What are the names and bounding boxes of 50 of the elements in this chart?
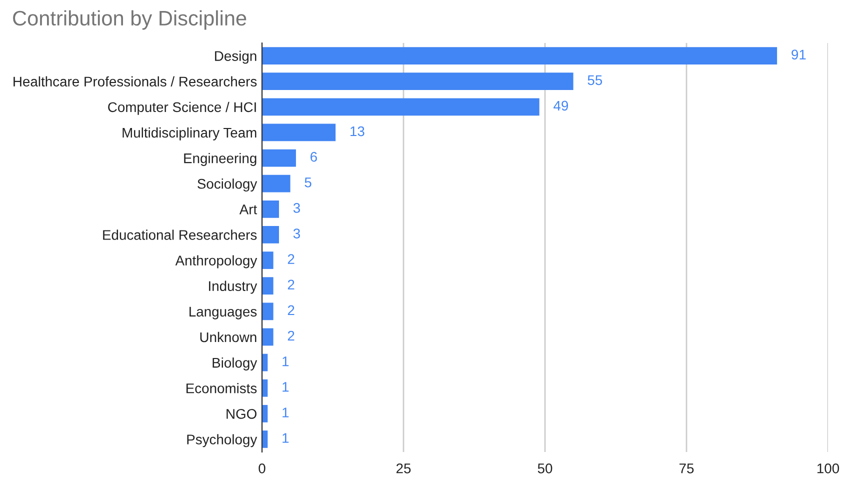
bar bbox=[262, 72, 574, 90]
bar bbox=[262, 252, 274, 269]
data-label: 49 bbox=[554, 100, 568, 111]
y-tick-label: Languages bbox=[190, 306, 257, 320]
bar bbox=[262, 47, 778, 64]
data-label: 2 bbox=[288, 330, 294, 341]
y-tick-label: Engineering bbox=[184, 153, 256, 166]
data-label: 5 bbox=[304, 178, 312, 188]
data-label: 6 bbox=[310, 152, 317, 162]
bar bbox=[262, 200, 279, 218]
y-tick-label: Design bbox=[215, 50, 256, 64]
y-tick-label: Multidisciplinary Team bbox=[122, 127, 256, 140]
data-label: 1 bbox=[282, 408, 289, 418]
bar bbox=[262, 328, 274, 346]
y-tick-label: Sociology bbox=[198, 178, 258, 192]
data-label: 91 bbox=[792, 50, 806, 60]
data-label: 1 bbox=[282, 433, 289, 443]
x-tick-label: 25 bbox=[396, 463, 411, 474]
data-label: 13 bbox=[350, 126, 364, 136]
data-label: 3 bbox=[293, 228, 300, 238]
bar bbox=[262, 149, 296, 167]
y-tick-label: Industry bbox=[209, 280, 258, 294]
data-label: 2 bbox=[288, 305, 294, 315]
y-tick-label: Healthcare Professionals / Researchers bbox=[14, 76, 257, 87]
data-label: 55 bbox=[588, 75, 602, 86]
y-tick-label: NGO bbox=[226, 408, 256, 419]
y-tick-label: Economists bbox=[186, 383, 257, 394]
data-label: 2 bbox=[288, 280, 294, 290]
bar bbox=[262, 174, 290, 192]
y-tick-label: Computer Science / HCI bbox=[108, 102, 256, 115]
y-tick-label: Biology bbox=[212, 358, 258, 370]
bar bbox=[262, 226, 279, 244]
y-tick-label: Educational Researchers bbox=[103, 230, 257, 240]
data-label: 1 bbox=[282, 382, 289, 392]
data-label: 2 bbox=[288, 254, 294, 264]
x-tick-label: 75 bbox=[679, 464, 694, 474]
y-tick-label: Anthropology bbox=[175, 255, 258, 268]
data-label: 3 bbox=[293, 203, 300, 213]
x-tick-label: 50 bbox=[538, 463, 552, 474]
bar bbox=[262, 98, 540, 116]
bar bbox=[262, 124, 336, 142]
bar bbox=[262, 302, 274, 320]
y-tick-label: Psychology bbox=[187, 434, 258, 448]
y-tick-label: Art bbox=[239, 204, 258, 214]
x-tick-label: 0 bbox=[258, 463, 266, 474]
y-tick-label: Unknown bbox=[200, 332, 256, 342]
chart-title: Contribution by Discipline bbox=[13, 10, 246, 30]
bar bbox=[262, 277, 274, 295]
data-label: 1 bbox=[282, 356, 289, 366]
x-tick-label: 100 bbox=[817, 463, 840, 474]
